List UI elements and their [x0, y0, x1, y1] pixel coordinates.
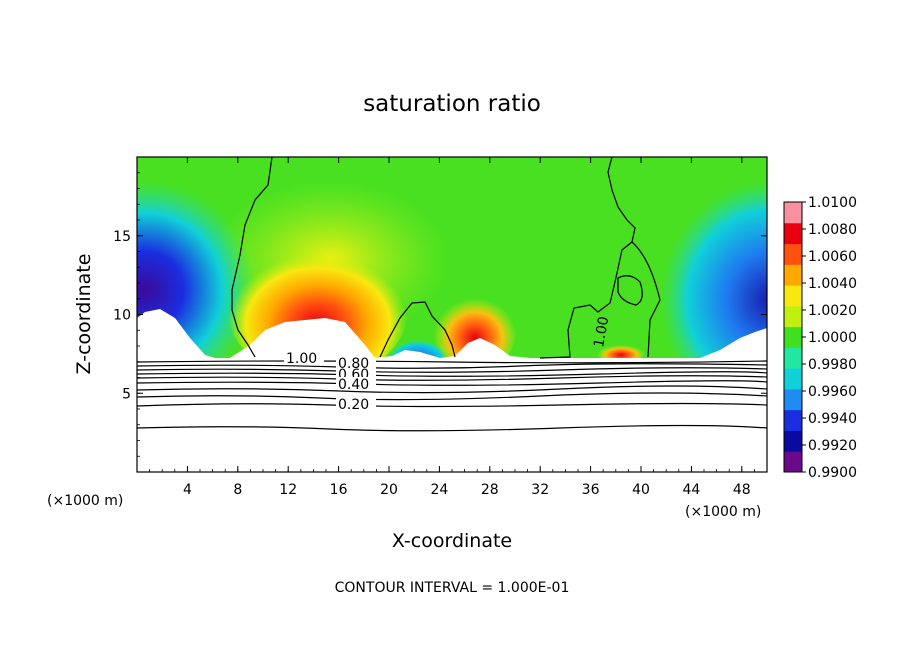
contour-0.80	[137, 367, 767, 373]
contour-label-bg-4	[336, 377, 376, 390]
colorbar-label: 1.0060	[808, 249, 857, 265]
colorbar-label: 0.9920	[808, 438, 857, 454]
x-tick-label: 32	[531, 482, 549, 498]
contour-label-bg-1	[284, 351, 324, 365]
colorbar-swatch	[784, 409, 802, 431]
x-tick-label: 8	[233, 482, 242, 498]
colorbar-swatch	[784, 243, 802, 265]
contour-0.10	[137, 424, 767, 432]
plot-area: 1.00 0.80 0.60 0.40 0.20 1.00	[137, 157, 767, 472]
contour-label-0.40: 0.40	[338, 377, 369, 393]
contour-label-1.00-rotated: 1.00	[591, 315, 612, 348]
contour-lines	[137, 157, 767, 432]
colorbar-label: 0.9900	[808, 465, 857, 481]
colorbar-swatch	[784, 347, 802, 369]
y-axis-label: Z-coordinate	[73, 254, 95, 375]
colorbar-label: 1.0020	[808, 303, 857, 319]
x-axis: 4 8 12 16 20 24 28 32 36 40 44 48	[136, 157, 768, 498]
contour-0.90	[137, 363, 767, 369]
y-tick-label: 15	[113, 229, 131, 245]
x-tick-label: 28	[481, 482, 499, 498]
contour-label-bg-2	[336, 357, 376, 369]
x-unit-right: (×1000 m)	[685, 504, 761, 520]
x-tick-label: 36	[582, 482, 600, 498]
y-tick-label: 5	[122, 386, 131, 402]
colorbar-label: 0.9940	[808, 411, 857, 427]
x-tick-label: 44	[682, 482, 700, 498]
contour-0.50	[137, 380, 767, 386]
contour-0.40	[137, 385, 767, 394]
contour-0.70	[137, 371, 767, 377]
contour-1.00-right-arc	[631, 241, 661, 301]
contour-0.20	[137, 402, 767, 408]
colorbar-label: 1.0040	[808, 276, 857, 292]
contour-0.60	[137, 375, 767, 381]
colorbar-swatch	[784, 388, 802, 411]
contour-1.00-mid	[379, 301, 456, 358]
colorbar-label: 0.9980	[808, 357, 857, 373]
colorbar-swatch	[784, 326, 802, 348]
x-unit-left: (×1000 m)	[47, 493, 123, 509]
x-tick-label: 20	[380, 482, 398, 498]
contour-interval-note: CONTOUR INTERVAL = 1.000E-01	[335, 580, 570, 596]
colorbar-swatch	[784, 451, 802, 473]
y-axis: 5 10 15	[113, 156, 767, 473]
colorbar-swatch	[784, 222, 802, 245]
x-tick-label: 4	[183, 482, 192, 498]
contour-label-bg-5	[336, 396, 376, 410]
x-tick-label: 12	[279, 482, 297, 498]
contour-1.00-right-tail	[647, 299, 661, 358]
contour-label-1.00: 1.00	[286, 351, 317, 367]
x-tick-label: 24	[430, 482, 448, 498]
colorbar-swatch	[784, 264, 802, 286]
colorbar-label: 1.0080	[808, 222, 857, 238]
contour-1.00-loop	[617, 275, 643, 306]
chart-title: saturation ratio	[363, 91, 541, 117]
colorbar-label: 1.0100	[808, 195, 857, 211]
x-axis-label: X-coordinate	[392, 530, 512, 552]
contour-1.00-ground	[137, 360, 767, 364]
colorbar-label: 0.9960	[808, 384, 857, 400]
contour-label-0.20: 0.20	[338, 397, 369, 413]
contour-1.00-left	[231, 157, 273, 358]
contour-1.00-right	[539, 157, 636, 359]
colorbar: 1.0100 1.0080 1.0060 1.0040 1.0020 1.0000 0.99…	[783, 195, 857, 481]
x-tick-label: 48	[733, 482, 751, 498]
colorbar-swatch	[784, 305, 802, 328]
colorbar-swatch	[784, 202, 802, 224]
terrain-mask	[137, 309, 767, 472]
colorbar-swatch	[784, 430, 802, 452]
colorbar-swatch	[784, 368, 802, 390]
x-tick-label: 40	[632, 482, 650, 498]
colorbar-swatch	[784, 285, 802, 307]
contour-labels: 1.00 0.80 0.60 0.40 0.20 1.00	[284, 315, 612, 413]
x-tick-label: 16	[330, 482, 348, 498]
contour-0.30	[137, 392, 767, 401]
colorbar-label: 1.0000	[808, 330, 857, 346]
y-tick-label: 10	[113, 308, 131, 324]
